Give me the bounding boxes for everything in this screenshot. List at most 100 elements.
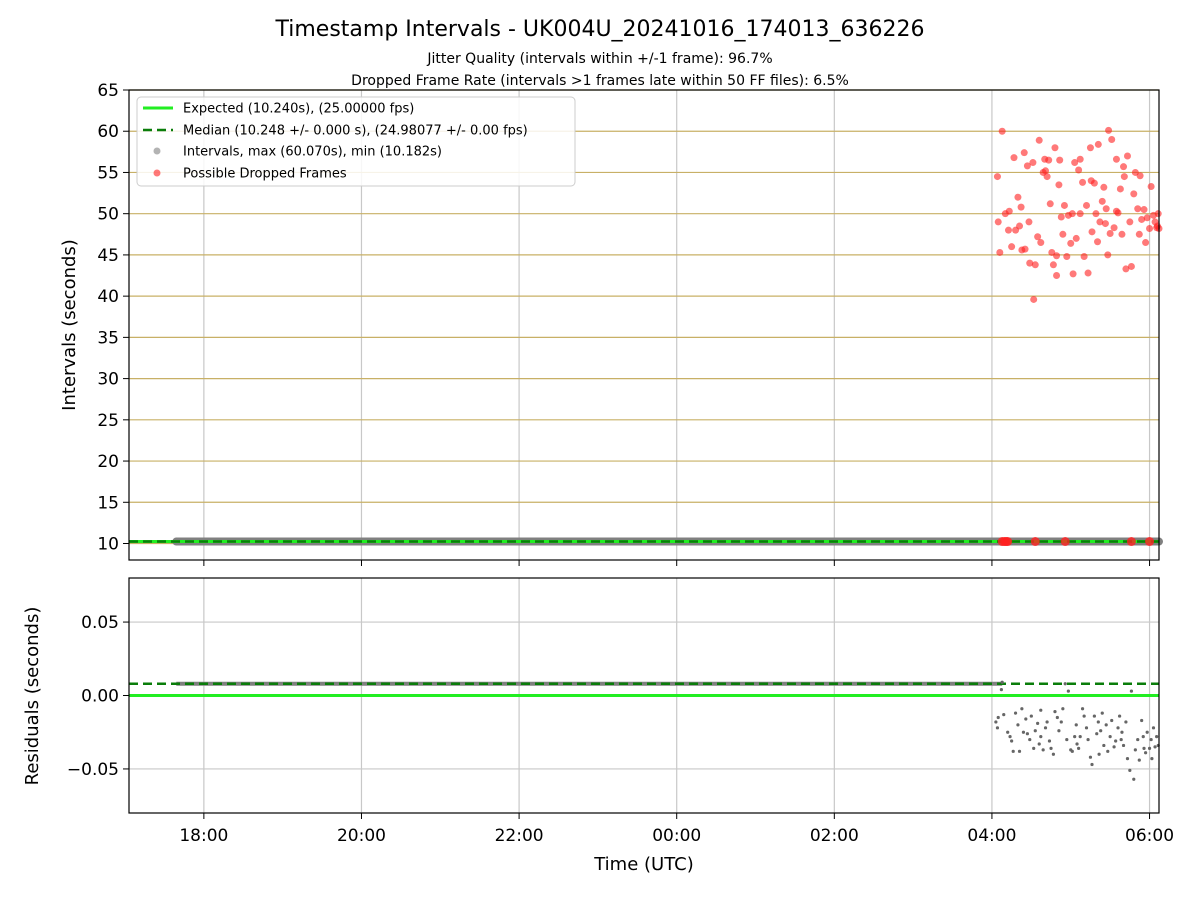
residual-point xyxy=(1039,735,1043,739)
dropped-frame-point xyxy=(1051,144,1059,152)
dropped-frame-point xyxy=(1136,172,1144,180)
residual-point xyxy=(1051,752,1055,756)
dropped-frame-point xyxy=(1042,167,1050,175)
dropped-frame-point xyxy=(1035,136,1043,144)
residual-point xyxy=(1077,746,1081,750)
residual-point xyxy=(1125,757,1130,761)
residual-point xyxy=(1133,748,1137,752)
residual-point xyxy=(1011,749,1015,753)
dropped-frame-point xyxy=(1059,230,1067,238)
dropped-frame-point xyxy=(1146,225,1154,233)
residual-point xyxy=(1097,752,1101,756)
residual-point xyxy=(1010,739,1014,743)
dropped-frame-point xyxy=(1127,262,1135,270)
dropped-frame-point xyxy=(1003,537,1013,547)
legend-box xyxy=(136,96,576,187)
residual-point xyxy=(1095,732,1099,736)
residual-point xyxy=(1070,749,1074,753)
dropped-frame-point xyxy=(1030,295,1038,303)
chart-subtitle-jitter: Jitter Quality (intervals within +/-1 fr… xyxy=(426,51,772,67)
y-tick-label: 15 xyxy=(97,493,119,513)
y-tick-label: 50 xyxy=(97,205,119,225)
dropped-frame-point xyxy=(1130,190,1138,198)
dropped-frame-point xyxy=(1020,149,1028,157)
dropped-frame-point xyxy=(1021,245,1029,253)
dropped-frame-point xyxy=(1142,239,1150,247)
legend-entry: Intervals, max (60.070s), min (10.182s) xyxy=(183,145,442,160)
dropped-frame-point xyxy=(1075,166,1083,174)
residual-point xyxy=(1106,749,1110,753)
dropped-frame-point xyxy=(994,218,1002,226)
residual-point xyxy=(1147,746,1152,750)
residual-point xyxy=(1102,743,1106,748)
dropped-frame-point xyxy=(1034,233,1042,241)
residual-point xyxy=(1155,735,1159,739)
residual-point xyxy=(1047,739,1052,743)
residual-point xyxy=(999,688,1003,692)
dropped-frame-point xyxy=(996,248,1004,256)
residual-point xyxy=(1033,729,1037,733)
residual-point xyxy=(1117,714,1122,718)
dropped-frame-point xyxy=(1069,270,1077,278)
residual-point xyxy=(1112,745,1116,749)
residual-point xyxy=(1049,746,1053,750)
residual-point xyxy=(1090,762,1094,767)
dropped-frame-point xyxy=(1037,239,1045,247)
residual-point xyxy=(995,726,1000,730)
dropped-frame-point xyxy=(998,127,1006,135)
x-tick-label: 04:00 xyxy=(967,826,1016,846)
residual-point xyxy=(1108,735,1112,739)
dropped-frame-point xyxy=(1120,173,1128,181)
dropped-frame-point xyxy=(1086,144,1094,152)
residual-point xyxy=(1020,707,1024,711)
residual-point xyxy=(1032,746,1036,750)
dropped-frame-point xyxy=(1082,201,1090,209)
residual-point xyxy=(1129,689,1134,693)
dropped-frame-point xyxy=(1108,135,1116,143)
y-tick-label: 60 xyxy=(97,122,119,142)
legend-swatch-intervals xyxy=(153,147,161,155)
y-tick-label: 45 xyxy=(97,246,119,266)
x-tick-label: 18:00 xyxy=(179,826,228,846)
residual-point xyxy=(1080,707,1085,711)
dropped-frame-point xyxy=(1098,197,1106,205)
residual-point xyxy=(1000,680,1004,684)
dropped-frame-point xyxy=(1029,159,1037,167)
residual-point xyxy=(1041,748,1045,752)
residual-point xyxy=(1145,730,1149,734)
residual-point xyxy=(1099,729,1103,733)
dropped-frame-point xyxy=(1087,177,1095,185)
residual-point xyxy=(1059,720,1063,724)
residual-point xyxy=(1151,726,1156,730)
residual-point xyxy=(1088,755,1093,759)
residual-point xyxy=(1137,758,1141,762)
residual-point xyxy=(996,715,1000,720)
residual-point xyxy=(1149,737,1153,742)
residual-point xyxy=(1021,730,1026,734)
dropped-frame-point xyxy=(1116,185,1124,193)
residual-point xyxy=(1006,730,1010,734)
residual-point xyxy=(1055,715,1059,720)
dropped-frame-point xyxy=(1084,269,1092,277)
dropped-frame-point xyxy=(1100,183,1108,191)
dropped-frame-point xyxy=(1096,218,1104,226)
x-tick-label: 06:00 xyxy=(1125,826,1174,846)
residual-point xyxy=(1100,711,1104,715)
legend-entry: Median (10.248 +/- 0.000 s), (24.98077 +… xyxy=(183,124,528,139)
y-tick-label: 0.00 xyxy=(81,687,119,707)
residual-point xyxy=(1119,737,1123,742)
residual-point xyxy=(1057,729,1061,733)
y-tick-label: 55 xyxy=(97,163,119,183)
plot-frame xyxy=(128,89,1160,561)
residual-point xyxy=(994,720,998,724)
residual-point xyxy=(1017,749,1022,753)
dropped-frame-point xyxy=(1147,182,1155,190)
intervals-panel: 10 15 20 25 30 35 40 45 50 55 60 65 Expected (10.240… xyxy=(97,81,1163,566)
legend-entry: Possible Dropped Frames xyxy=(183,167,347,182)
dropped-frame-point xyxy=(1102,205,1110,213)
dropped-frame-point xyxy=(1023,162,1031,170)
residual-point xyxy=(1128,768,1132,773)
residual-point xyxy=(1074,723,1078,727)
dropped-frame-point xyxy=(1016,222,1024,230)
